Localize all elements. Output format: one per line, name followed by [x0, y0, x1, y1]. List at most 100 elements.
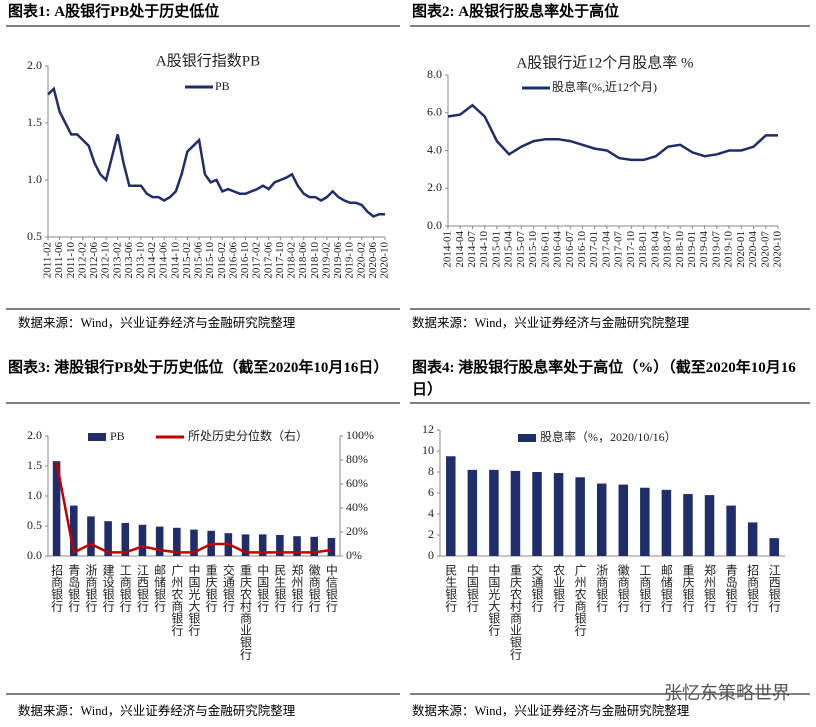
bar — [293, 536, 301, 556]
bar — [446, 456, 456, 556]
x-tick-label: 2020-01 — [735, 231, 747, 268]
x-tick-label: 2017-04 — [600, 231, 612, 268]
x-tick-label: 2019-02 — [320, 242, 332, 279]
bar — [327, 538, 336, 556]
x-tick-label: 重庆银行 — [204, 564, 218, 612]
line — [55, 462, 332, 555]
x-tick-label: 重庆农村商业银行 — [508, 564, 522, 660]
x-tick-label: 青岛银行 — [67, 564, 81, 612]
bar — [190, 529, 198, 556]
x-tick-label: 2013-10 — [134, 242, 146, 279]
bar — [276, 535, 284, 556]
bar — [69, 505, 78, 556]
y-tick-label: 0 — [428, 548, 434, 562]
y-tick-label: 0.0 — [27, 548, 42, 562]
x-tick-label: 浙商银行 — [595, 564, 609, 612]
x-tick-label: 2019-04 — [698, 231, 710, 268]
x-tick-label: 2011-06 — [53, 242, 65, 279]
x-tick-label: 2019-10 — [723, 231, 735, 268]
x-tick-label: 青岛银行 — [724, 564, 738, 612]
y-tick-label: 6 — [428, 485, 434, 499]
y-tick-label: 0.0 — [427, 218, 442, 232]
x-tick-label: 2016-06 — [227, 242, 239, 279]
y-tick-label: 0.5 — [27, 518, 42, 532]
y-tick-label: 0.5 — [27, 229, 42, 243]
y-tick-label: 1.5 — [27, 458, 42, 472]
y2-tick-label: 100% — [346, 428, 374, 442]
x-tick-label: 民生银行 — [273, 564, 287, 612]
y-tick-label: 8.0 — [427, 67, 442, 81]
x-tick-label: 2020-06 — [367, 242, 379, 279]
caption: 图表2: A股银行股息率处于高位 — [412, 4, 620, 20]
y-tick-label: 1.0 — [27, 172, 42, 186]
x-tick-label: 建设银行 — [101, 564, 115, 612]
y2-tick-label: 40% — [346, 500, 368, 514]
line — [447, 103, 778, 162]
x-tick-label: 2018-06 — [297, 242, 309, 279]
bar — [489, 469, 499, 556]
x-tick-label: 2013-06 — [123, 242, 135, 279]
x-tick-label: 中国光大银行 — [487, 563, 501, 636]
bar — [575, 477, 585, 556]
line — [47, 86, 385, 218]
y-tick-label: 6.0 — [427, 105, 442, 119]
legend-label: PB — [215, 79, 230, 93]
x-tick-label: 2017-01 — [588, 231, 600, 268]
x-tick-label: 2014-02 — [146, 242, 158, 279]
y2-tick-label: 20% — [346, 524, 368, 538]
x-tick-label: 2018-04 — [649, 231, 661, 268]
x-tick-label: 2013-02 — [111, 242, 123, 279]
bar — [704, 495, 715, 556]
x-tick-label: 2016-10 — [239, 242, 251, 279]
x-tick-label: 2016-01 — [539, 231, 551, 268]
caption: 图表3: 港股银行PB处于历史低位（截至2020年10月16日） — [8, 360, 389, 376]
x-tick-label: 浙商银行 — [84, 564, 98, 612]
y2-tick-label: 80% — [346, 452, 368, 466]
bar — [596, 483, 607, 556]
x-tick-label: 2015-01 — [490, 231, 502, 268]
y2-tick-label: 0% — [346, 548, 362, 562]
x-tick-label: 2016-10 — [576, 231, 588, 268]
y2-tick-label: 60% — [346, 476, 368, 490]
bar — [532, 472, 542, 556]
x-tick-label: 交通银行 — [221, 563, 235, 612]
x-tick-label: 2019-07 — [710, 231, 722, 268]
bar — [173, 527, 181, 556]
x-tick-label: 邮储银行 — [659, 564, 673, 612]
x-tick-label: 交通银行 — [530, 563, 544, 612]
chart-title: A股银行指数PB — [156, 52, 260, 69]
x-tick-label: 2018-07 — [662, 231, 674, 268]
x-tick-label: 2014-10 — [169, 242, 181, 279]
x-tick-label: 郑州银行 — [703, 563, 717, 612]
x-tick-label: 2015-06 — [193, 242, 205, 279]
x-tick-label: 2017-06 — [262, 242, 274, 279]
y-tick-label: 2.0 — [27, 58, 42, 72]
x-tick-label: 重庆银行 — [681, 564, 695, 612]
y-tick-label: 2.0 — [27, 428, 42, 442]
x-tick-label: 2012-10 — [100, 242, 112, 279]
x-tick-label: 2017-07 — [613, 231, 625, 268]
bar — [618, 484, 629, 556]
chart-title: A股银行近12个月股息率 % — [516, 54, 693, 71]
y-tick-label: 12 — [422, 422, 434, 436]
x-tick-label: 江西银行 — [767, 564, 781, 612]
x-tick-label: 郑州银行 — [290, 563, 304, 612]
x-tick-label: 广州农商银行 — [170, 564, 184, 636]
y-tick-label: 1.5 — [27, 115, 42, 129]
y-tick-label: 10 — [422, 443, 434, 457]
x-tick-label: 2019-01 — [686, 231, 698, 268]
x-tick-label: 工商银行 — [118, 564, 132, 612]
bar — [661, 489, 672, 556]
legend-label: 股息率(%,近12个月) — [552, 79, 657, 94]
x-tick-label: 2017-10 — [625, 231, 637, 268]
legend-swatch — [88, 433, 106, 441]
watermark: 张忆东策略世界 — [664, 683, 790, 704]
x-tick-label: 邮储银行 — [153, 564, 167, 612]
x-tick-label: 2014-01 — [442, 231, 454, 268]
x-tick-label: 2014-07 — [466, 231, 478, 268]
bar — [510, 470, 521, 556]
bar — [258, 534, 267, 556]
bar — [241, 534, 250, 556]
source: 数据来源：Wind，兴业证券经济与金融研究院整理 — [18, 316, 296, 330]
x-tick-label: 徽商银行 — [307, 563, 321, 612]
